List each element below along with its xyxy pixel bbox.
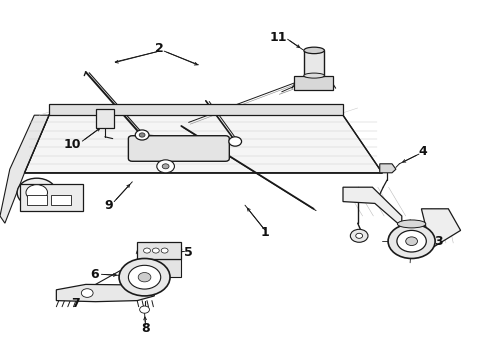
Circle shape <box>152 248 159 253</box>
Text: 7: 7 <box>72 297 80 310</box>
Circle shape <box>128 265 161 289</box>
Bar <box>96 109 114 128</box>
FancyBboxPatch shape <box>128 136 229 161</box>
Circle shape <box>17 178 56 207</box>
Ellipse shape <box>397 220 426 228</box>
Circle shape <box>162 164 169 169</box>
Text: 3: 3 <box>434 235 443 248</box>
Bar <box>27 195 47 205</box>
Bar <box>304 50 324 76</box>
Text: 5: 5 <box>184 246 193 258</box>
Circle shape <box>140 306 149 313</box>
Circle shape <box>406 237 417 246</box>
Polygon shape <box>294 76 333 90</box>
Text: 6: 6 <box>90 268 99 281</box>
Text: 8: 8 <box>142 322 150 335</box>
Bar <box>137 242 181 259</box>
Text: 9: 9 <box>104 199 113 212</box>
Polygon shape <box>0 115 49 223</box>
Circle shape <box>356 233 363 238</box>
Text: 2: 2 <box>155 42 164 55</box>
Circle shape <box>161 248 168 253</box>
Polygon shape <box>421 209 461 248</box>
Circle shape <box>229 137 242 146</box>
Ellipse shape <box>304 73 324 78</box>
Circle shape <box>26 185 48 201</box>
Polygon shape <box>343 187 402 227</box>
Bar <box>20 184 83 211</box>
Polygon shape <box>56 284 154 302</box>
Circle shape <box>119 258 170 296</box>
Circle shape <box>135 130 149 140</box>
Circle shape <box>157 160 174 173</box>
Circle shape <box>144 248 150 253</box>
Text: 1: 1 <box>260 226 269 239</box>
Circle shape <box>138 273 151 282</box>
Circle shape <box>388 224 435 258</box>
Circle shape <box>350 229 368 242</box>
Circle shape <box>397 230 426 252</box>
Bar <box>137 259 181 277</box>
Polygon shape <box>380 164 396 173</box>
Polygon shape <box>49 104 343 115</box>
Ellipse shape <box>304 47 324 54</box>
Text: 10: 10 <box>64 138 81 151</box>
Text: 4: 4 <box>418 145 427 158</box>
Circle shape <box>139 133 145 137</box>
Circle shape <box>81 289 93 297</box>
Text: 11: 11 <box>269 31 287 44</box>
Bar <box>51 195 71 205</box>
Polygon shape <box>24 115 382 173</box>
